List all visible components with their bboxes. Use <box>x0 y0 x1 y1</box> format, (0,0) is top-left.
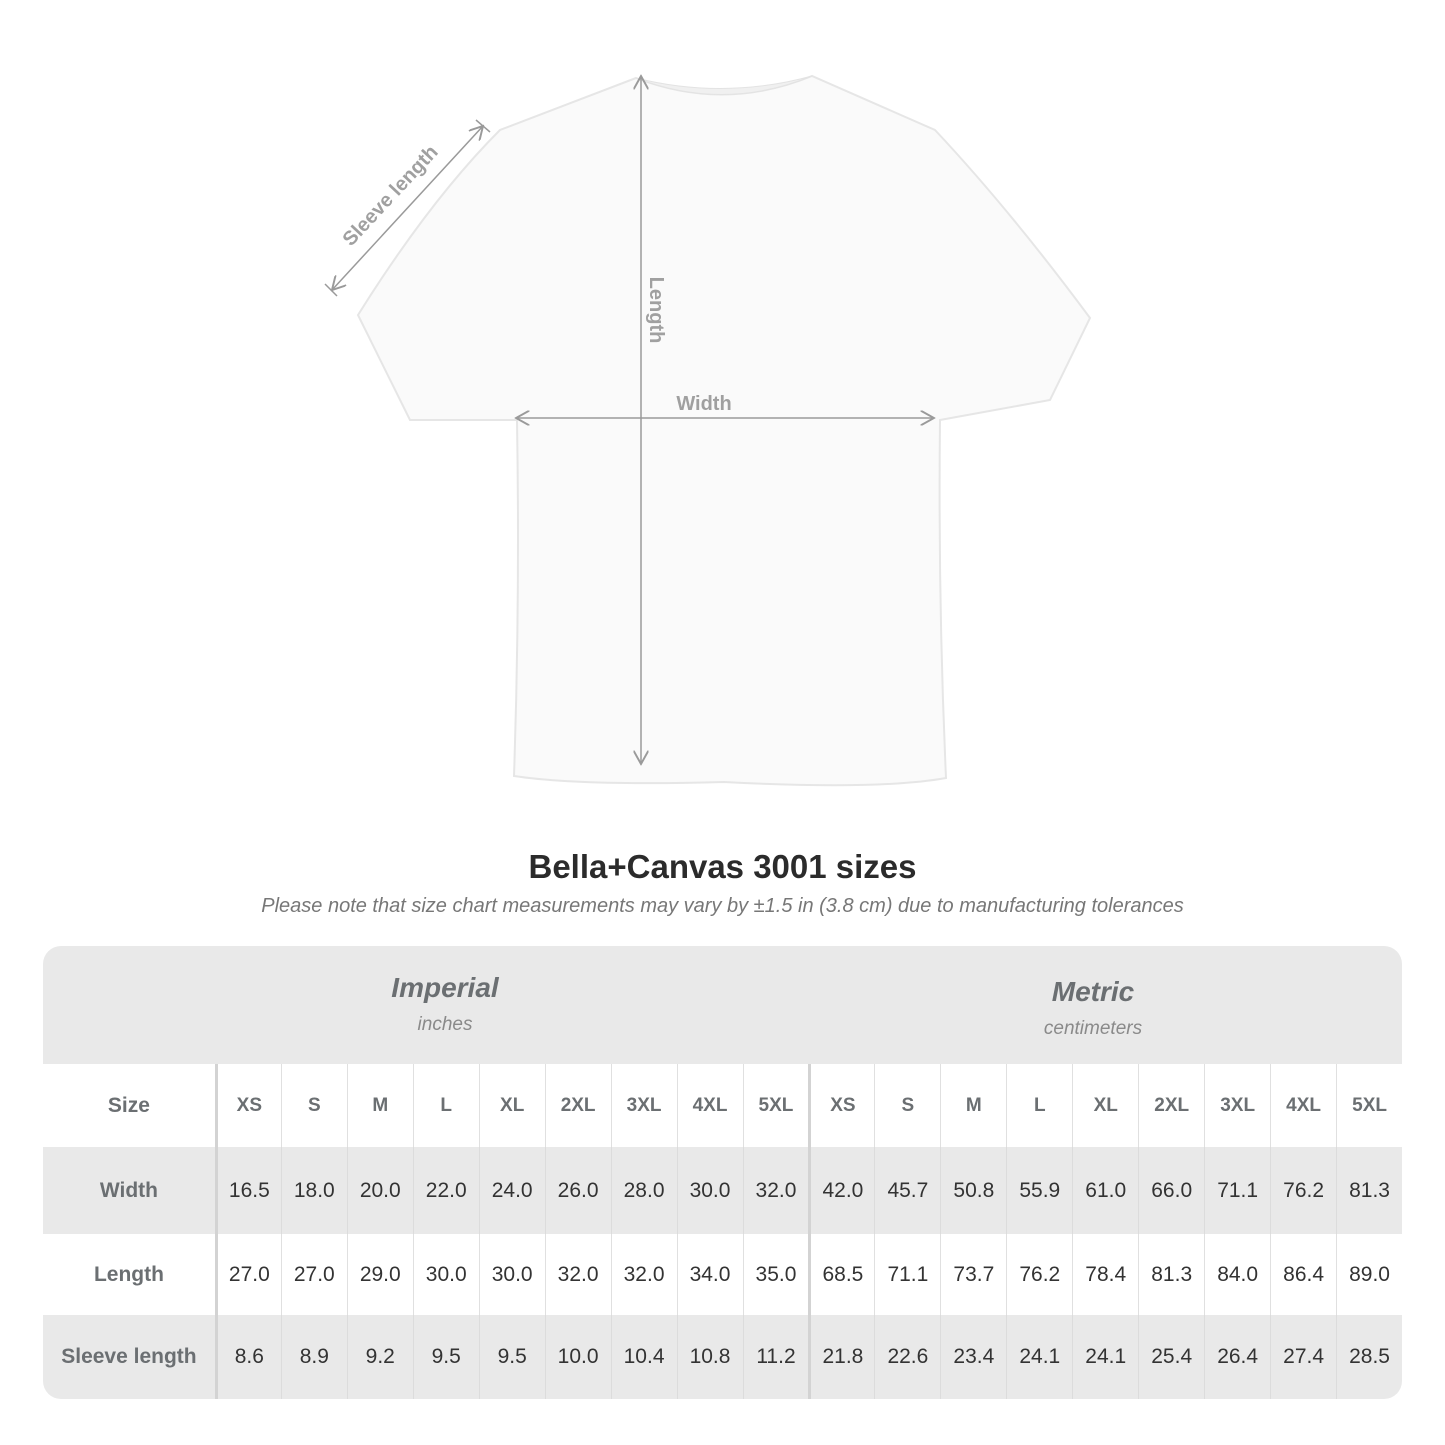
table-cell: 76.2 <box>1270 1147 1336 1234</box>
metric-unit: centimeters <box>1043 1018 1143 1039</box>
table-cell: 24.0 <box>478 1147 545 1234</box>
table-cell: 32.0 <box>610 1234 677 1315</box>
table-row: Length 27.0 27.0 29.0 30.0 30.0 32.0 32.0 34.0 35… <box>43 1234 1402 1315</box>
table-cell: 73.7 <box>940 1234 1006 1315</box>
table-cell: 71.1 <box>874 1234 940 1315</box>
table-cell: 35.0 <box>742 1234 809 1315</box>
table-cell: 18.0 <box>280 1147 347 1234</box>
size-header-cell: 5XL <box>742 1064 809 1147</box>
size-header-cell: 2XL <box>544 1064 611 1147</box>
length-label: Length <box>645 277 667 344</box>
imperial-title: Imperial <box>391 972 499 1003</box>
table-cell: 8.6 <box>214 1315 281 1399</box>
table-cell: 8.9 <box>280 1315 347 1399</box>
collar <box>635 75 813 95</box>
tolerance-note: Please note that size chart measurements… <box>261 895 1184 917</box>
table-cell: 55.9 <box>1006 1147 1072 1234</box>
table-cell: 30.0 <box>478 1234 545 1315</box>
size-header-row: Size XS S M L XL 2XL 3XL 4XL 5XL XS S M L XL 2XL 3XL 4XL 5… <box>43 1064 1402 1147</box>
table-cell: 23.4 <box>940 1315 1006 1399</box>
table-cell: 9.5 <box>412 1315 479 1399</box>
table-cell: 66.0 <box>1138 1147 1204 1234</box>
table-cell: 20.0 <box>346 1147 413 1234</box>
tshirt-diagram: Sleeve length Length Width <box>324 0 1092 787</box>
size-header-cell: L <box>412 1064 479 1147</box>
table-cell: 78.4 <box>1072 1234 1138 1315</box>
table-cell: 10.4 <box>610 1315 677 1399</box>
table-cell: 16.5 <box>214 1147 281 1234</box>
size-header-cell: XL <box>1072 1064 1138 1147</box>
size-header-cell: 4XL <box>1270 1064 1336 1147</box>
table-row: Width 16.5 18.0 20.0 22.0 24.0 26.0 28.0 30.0 32.… <box>43 1147 1402 1234</box>
size-header-cell: 2XL <box>1138 1064 1204 1147</box>
table-cell: 29.0 <box>346 1234 413 1315</box>
table-cell: 27.0 <box>214 1234 281 1315</box>
row-label: Size <box>107 1093 150 1117</box>
table-cell: 28.5 <box>1336 1315 1402 1399</box>
table-cell: 10.8 <box>676 1315 743 1399</box>
size-header-cell: 3XL <box>1204 1064 1270 1147</box>
table-cell: 26.0 <box>544 1147 611 1234</box>
table-cell: 81.3 <box>1336 1147 1402 1234</box>
imperial-header: Imperial inches <box>215 972 675 1036</box>
table-cell: 27.4 <box>1270 1315 1336 1399</box>
size-header-cell: S <box>874 1064 940 1147</box>
size-header-cell: XS <box>808 1064 874 1147</box>
table-cell: 61.0 <box>1072 1147 1138 1234</box>
table-cell: 45.7 <box>874 1147 940 1234</box>
row-label: Sleeve length <box>61 1345 197 1368</box>
metric-title: Metric <box>1051 976 1135 1007</box>
table-cell: 9.2 <box>346 1315 413 1399</box>
page-title: Bella+Canvas 3001 sizes <box>528 848 917 885</box>
table-cell: 71.1 <box>1204 1147 1270 1234</box>
table-cell: 86.4 <box>1270 1234 1336 1315</box>
table-cell: 24.1 <box>1006 1315 1072 1399</box>
metric-header: Metric centimeters <box>863 976 1323 1040</box>
table-header: Imperial inches Metric centimeters <box>43 946 1402 1064</box>
size-header-cell: 5XL <box>1336 1064 1402 1147</box>
size-header-cell: M <box>346 1064 413 1147</box>
table-cell: 84.0 <box>1204 1234 1270 1315</box>
table-cell: 10.0 <box>544 1315 611 1399</box>
size-header-cell: S <box>280 1064 347 1147</box>
table-cell: 34.0 <box>676 1234 743 1315</box>
sleeve-measure-line <box>332 126 483 290</box>
table-cell: 25.4 <box>1138 1315 1204 1399</box>
table-cell: 32.0 <box>742 1147 809 1234</box>
table-cell: 21.8 <box>808 1315 874 1399</box>
table-cell: 27.0 <box>280 1234 347 1315</box>
size-header-cell: L <box>1006 1064 1072 1147</box>
width-label: Width <box>676 393 731 415</box>
table-cell: 81.3 <box>1138 1234 1204 1315</box>
table-cell: 26.4 <box>1204 1315 1270 1399</box>
table-cell: 89.0 <box>1336 1234 1402 1315</box>
table-cell: 68.5 <box>808 1234 874 1315</box>
size-header-cell: 4XL <box>676 1064 743 1147</box>
size-table: Imperial inches Metric centimeters Size X… <box>43 946 1402 1399</box>
size-header-cell: M <box>940 1064 1006 1147</box>
table-row: Sleeve length 8.6 8.9 9.2 9.5 9.5 10.0 10.4 10.8… <box>43 1315 1402 1399</box>
table-cell: 30.0 <box>676 1147 743 1234</box>
table-cell: 9.5 <box>478 1315 545 1399</box>
table-cell: 11.2 <box>742 1315 809 1399</box>
table-cell: 32.0 <box>544 1234 611 1315</box>
row-label: Length <box>93 1262 164 1286</box>
tshirt-shape <box>356 74 1092 787</box>
table-cell: 22.0 <box>412 1147 479 1234</box>
table-cell: 50.8 <box>940 1147 1006 1234</box>
size-header-cell: XS <box>214 1064 281 1147</box>
table-cell: 28.0 <box>610 1147 677 1234</box>
size-header-cell: 3XL <box>610 1064 677 1147</box>
table-cell: 30.0 <box>412 1234 479 1315</box>
size-header-cell: XL <box>478 1064 545 1147</box>
table-cell: 42.0 <box>808 1147 874 1234</box>
row-label: Width <box>99 1178 158 1202</box>
table-cell: 76.2 <box>1006 1234 1072 1315</box>
table-cell: 22.6 <box>874 1315 940 1399</box>
table-cell: 24.1 <box>1072 1315 1138 1399</box>
imperial-unit: inches <box>417 1014 473 1035</box>
